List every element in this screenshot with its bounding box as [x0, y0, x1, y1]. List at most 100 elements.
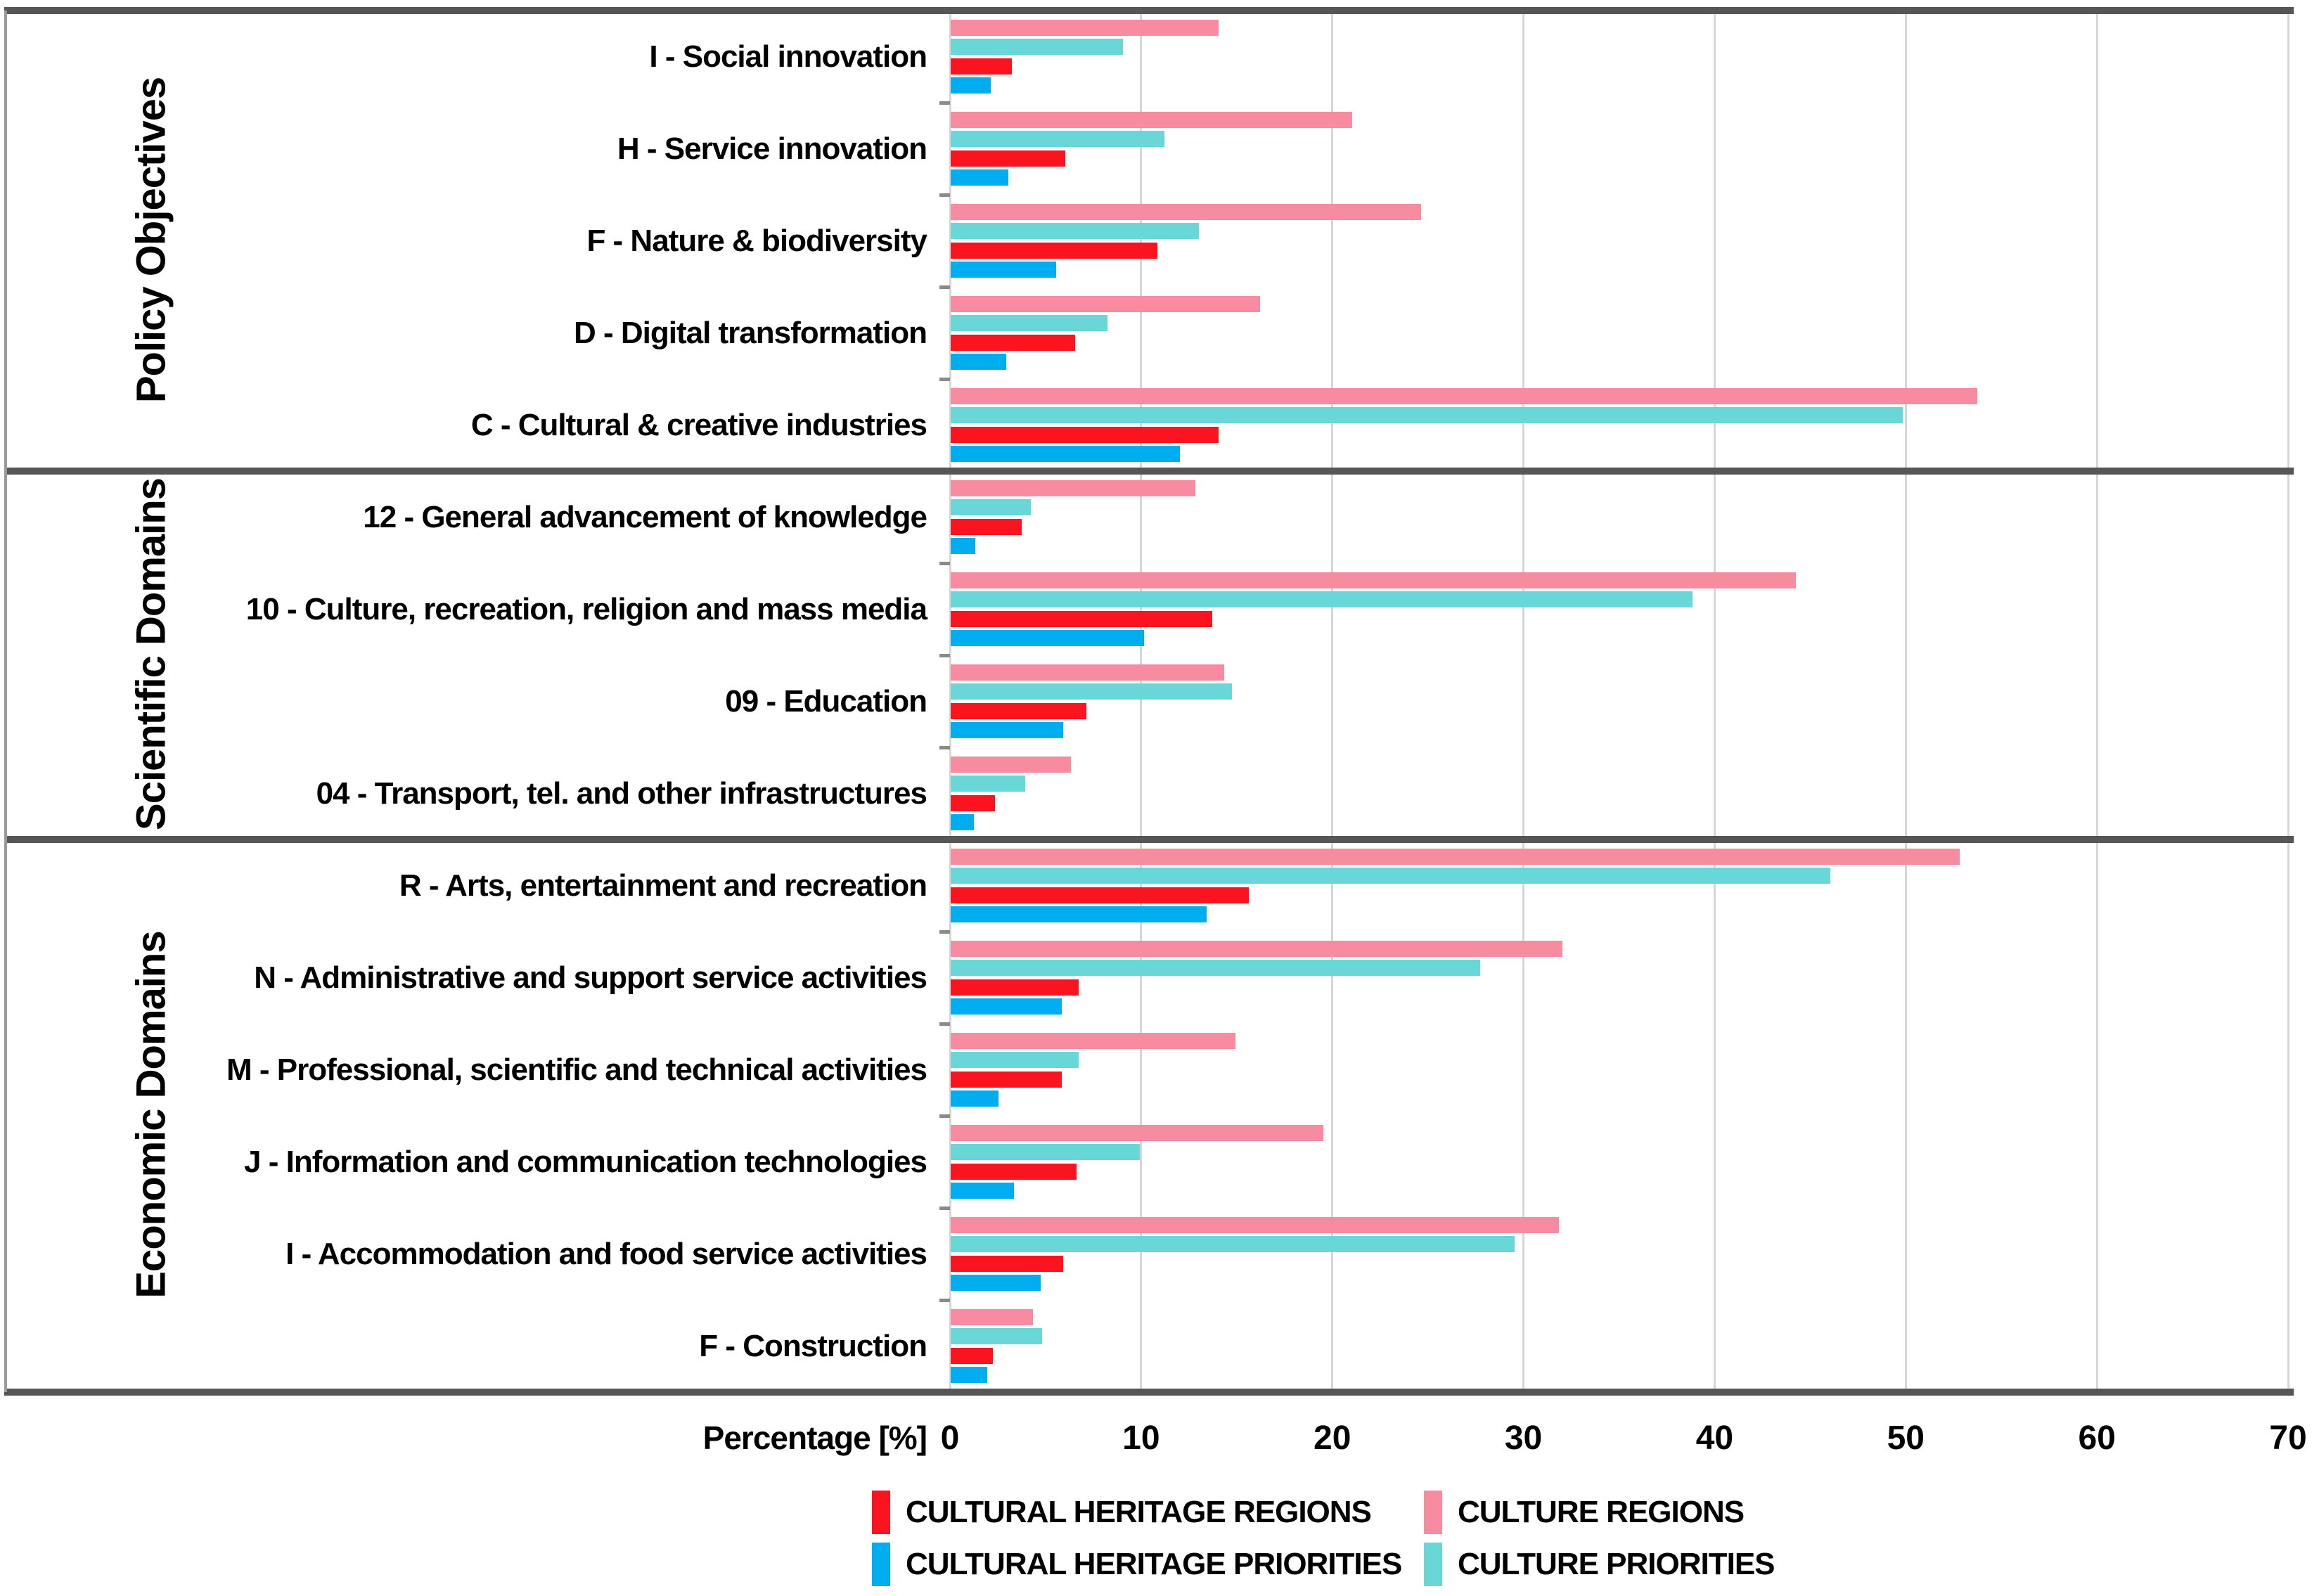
- category-label: I - Accommodation and food service activ…: [285, 1236, 927, 1271]
- bar-culture-priorities: [951, 1236, 1515, 1253]
- bar-cultural-heritage-priorities: [951, 1183, 1014, 1199]
- gridline: [1331, 11, 1334, 1392]
- category-tick: [939, 1206, 950, 1210]
- category-tick: [939, 285, 950, 289]
- bar-cultural-heritage-priorities: [951, 1275, 1041, 1292]
- category-tick: [939, 561, 950, 565]
- bar-cultural-heritage-regions: [951, 702, 1087, 719]
- legend-item: CULTURE REGIONS: [1424, 1491, 1745, 1534]
- legend-label: CULTURE PRIORITIES: [1458, 1547, 1775, 1581]
- category-label: 04 - Transport, tel. and other infrastru…: [316, 776, 927, 811]
- bar-culture-regions: [951, 111, 1352, 128]
- bar-culture-priorities: [951, 960, 1481, 977]
- bar-cultural-heritage-regions: [951, 979, 1079, 996]
- bar-culture-regions: [951, 19, 1219, 36]
- category-label: 10 - Culture, recreation, religion and m…: [245, 591, 927, 626]
- category-label: D - Digital transformation: [573, 315, 927, 350]
- section-divider: [4, 7, 2294, 14]
- category-tick: [939, 1022, 950, 1026]
- legend-swatch-icon: [1424, 1491, 1442, 1534]
- category-label: J - Information and communication techno…: [244, 1144, 927, 1179]
- gridline: [2095, 11, 2098, 1392]
- bar-cultural-heritage-regions: [951, 242, 1157, 259]
- section-label: Economic Domains: [128, 931, 174, 1299]
- bar-culture-regions: [951, 295, 1261, 312]
- category-label: F - Construction: [699, 1328, 927, 1363]
- bar-culture-regions: [951, 848, 1960, 865]
- legend-swatch-icon: [1424, 1543, 1442, 1586]
- bar-cultural-heritage-regions: [951, 1347, 993, 1364]
- category-label: F - Nature & biodiversity: [586, 223, 927, 258]
- bar-culture-priorities: [951, 131, 1165, 148]
- bar-culture-priorities: [951, 591, 1693, 608]
- bar-culture-regions: [951, 1032, 1236, 1049]
- bar-cultural-heritage-priorities: [951, 814, 974, 831]
- legend-item: CULTURAL HERITAGE REGIONS: [872, 1491, 1372, 1534]
- category-tick: [939, 1298, 950, 1302]
- x-tick-label: 30: [1504, 1420, 1543, 1457]
- bar-cultural-heritage-priorities: [951, 1090, 998, 1107]
- bar-culture-priorities: [951, 39, 1123, 56]
- bar-cultural-heritage-regions: [951, 518, 1022, 535]
- bar-culture-regions: [951, 1308, 1033, 1325]
- legend-label: CULTURAL HERITAGE REGIONS: [906, 1495, 1372, 1529]
- gridline: [949, 11, 951, 1392]
- bar-cultural-heritage-regions: [951, 610, 1213, 627]
- legend-swatch-icon: [872, 1543, 890, 1586]
- bar-culture-regions: [951, 480, 1195, 496]
- gridline: [1904, 11, 1907, 1392]
- legend-item: CULTURAL HERITAGE PRIORITIES: [872, 1543, 1402, 1586]
- x-axis-label: Percentage [%]: [702, 1420, 927, 1456]
- category-tick: [939, 745, 950, 749]
- category-label: H - Service innovation: [617, 131, 927, 166]
- bar-cultural-heritage-regions: [951, 334, 1075, 351]
- bar-cultural-heritage-priorities: [951, 354, 1006, 371]
- bar-culture-regions: [951, 203, 1421, 220]
- gridline: [2287, 11, 2289, 1392]
- category-tick: [939, 193, 950, 197]
- bar-culture-priorities: [951, 683, 1232, 700]
- bar-cultural-heritage-priorities: [951, 1367, 987, 1384]
- gridline: [1713, 11, 1716, 1392]
- bar-cultural-heritage-regions: [951, 887, 1250, 903]
- legend-item: CULTURE PRIORITIES: [1424, 1543, 1775, 1586]
- chart-left-border: [4, 11, 7, 1392]
- bar-cultural-heritage-regions: [951, 1163, 1077, 1180]
- bar-cultural-heritage-priorities: [951, 906, 1207, 923]
- bar-cultural-heritage-regions: [951, 1255, 1064, 1272]
- bar-cultural-heritage-priorities: [951, 998, 1062, 1015]
- category-tick: [939, 929, 950, 934]
- bar-cultural-heritage-regions: [951, 150, 1066, 167]
- legend-swatch-icon: [872, 1491, 890, 1534]
- bar-culture-regions: [951, 572, 1796, 588]
- category-tick: [939, 653, 950, 657]
- bar-culture-priorities: [951, 868, 1830, 884]
- category-label: 09 - Education: [725, 683, 927, 719]
- category-tick: [939, 377, 950, 381]
- bar-cultural-heritage-priorities: [951, 538, 976, 555]
- bar-cultural-heritage-regions: [951, 426, 1219, 443]
- section-divider: [4, 468, 2294, 475]
- x-tick-label: 20: [1314, 1420, 1351, 1457]
- bar-culture-regions: [951, 664, 1224, 681]
- bar-culture-priorities: [951, 1144, 1141, 1161]
- bar-culture-priorities: [951, 1052, 1079, 1069]
- bar-cultural-heritage-regions: [951, 794, 995, 811]
- bar-cultural-heritage-priorities: [951, 262, 1056, 278]
- bar-culture-priorities: [951, 1328, 1043, 1345]
- category-tick: [939, 1114, 950, 1118]
- bar-culture-priorities: [951, 407, 1903, 424]
- bar-culture-regions: [951, 1216, 1559, 1233]
- bar-cultural-heritage-priorities: [951, 77, 991, 94]
- category-label: I - Social innovation: [649, 39, 927, 74]
- bar-cultural-heritage-priorities: [951, 446, 1181, 463]
- bar-cultural-heritage-priorities: [951, 722, 1064, 739]
- bar-culture-regions: [951, 756, 1072, 773]
- bar-culture-priorities: [951, 223, 1200, 240]
- x-tick-label: 40: [1695, 1420, 1734, 1457]
- bar-culture-priorities: [951, 776, 1026, 792]
- bar-cultural-heritage-regions: [951, 1071, 1062, 1088]
- category-label: N - Administrative and support service a…: [254, 960, 927, 995]
- legend-label: CULTURAL HERITAGE PRIORITIES: [906, 1547, 1402, 1581]
